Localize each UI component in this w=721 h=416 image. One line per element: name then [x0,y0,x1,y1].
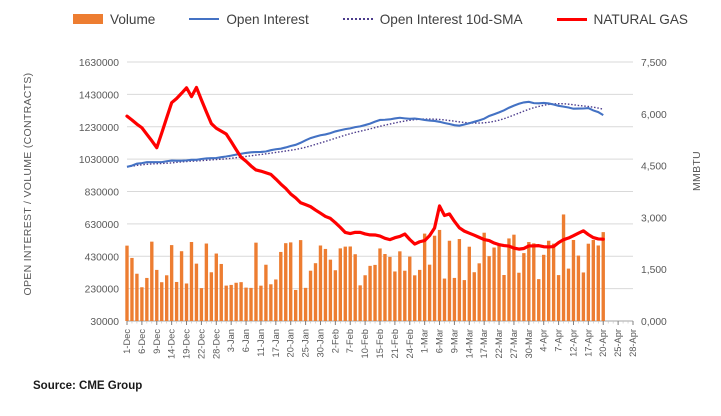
svg-text:0,000: 0,000 [641,317,667,328]
svg-text:30-Mar: 30-Mar [524,329,534,358]
svg-text:830000: 830000 [85,188,120,199]
svg-text:7-Feb: 7-Feb [345,329,355,353]
svg-text:1,500: 1,500 [641,265,667,276]
svg-text:17-Mar: 17-Mar [479,329,489,358]
svg-text:15-Feb: 15-Feb [375,329,385,358]
svg-text:27-Mar: 27-Mar [509,329,519,358]
svg-text:20-Jan: 20-Jan [286,329,296,357]
svg-text:25-Jan: 25-Jan [301,329,311,357]
svg-text:11-Jan: 11-Jan [256,329,266,357]
svg-text:7,500: 7,500 [641,58,667,69]
svg-text:6-Mar: 6-Mar [435,329,445,353]
svg-text:6,000: 6,000 [641,110,667,121]
svg-text:4,500: 4,500 [641,162,667,173]
svg-text:2-Feb: 2-Feb [330,329,340,353]
svg-text:20-Apr: 20-Apr [598,329,608,357]
svg-text:6-Dec: 6-Dec [137,329,147,354]
svg-text:6-Jan: 6-Jan [241,329,251,352]
svg-text:21-Feb: 21-Feb [390,329,400,358]
svg-text:9-Mar: 9-Mar [449,329,459,353]
svg-text:25-Apr: 25-Apr [613,329,623,357]
svg-text:230000: 230000 [85,285,120,296]
svg-text:28-Apr: 28-Apr [628,329,638,357]
svg-text:12-Apr: 12-Apr [568,329,578,357]
svg-text:9-Dec: 9-Dec [152,329,162,354]
svg-text:19-Dec: 19-Dec [182,329,192,359]
svg-text:1-Mar: 1-Mar [420,329,430,353]
svg-text:1430000: 1430000 [79,90,119,101]
svg-text:17-Jan: 17-Jan [271,329,281,357]
svg-text:22-Dec: 22-Dec [196,329,206,359]
svg-text:4-Apr: 4-Apr [539,329,549,352]
svg-text:430000: 430000 [85,252,120,263]
svg-text:30000: 30000 [90,317,119,328]
svg-text:630000: 630000 [85,220,120,231]
svg-text:17-Apr: 17-Apr [583,329,593,357]
svg-text:7-Apr: 7-Apr [554,329,564,352]
svg-text:14-Mar: 14-Mar [464,329,474,358]
svg-text:10-Feb: 10-Feb [360,329,370,358]
svg-text:1030000: 1030000 [79,155,119,166]
svg-text:24-Feb: 24-Feb [405,329,415,358]
svg-text:3-Jan: 3-Jan [226,329,236,352]
svg-text:1230000: 1230000 [79,123,119,134]
svg-text:14-Dec: 14-Dec [167,329,177,359]
svg-text:3,000: 3,000 [641,213,667,224]
svg-text:1-Dec: 1-Dec [122,329,132,354]
svg-text:28-Dec: 28-Dec [211,329,221,359]
svg-text:30-Jan: 30-Jan [315,329,325,357]
svg-text:1630000: 1630000 [79,58,119,69]
svg-text:22-Mar: 22-Mar [494,329,504,358]
